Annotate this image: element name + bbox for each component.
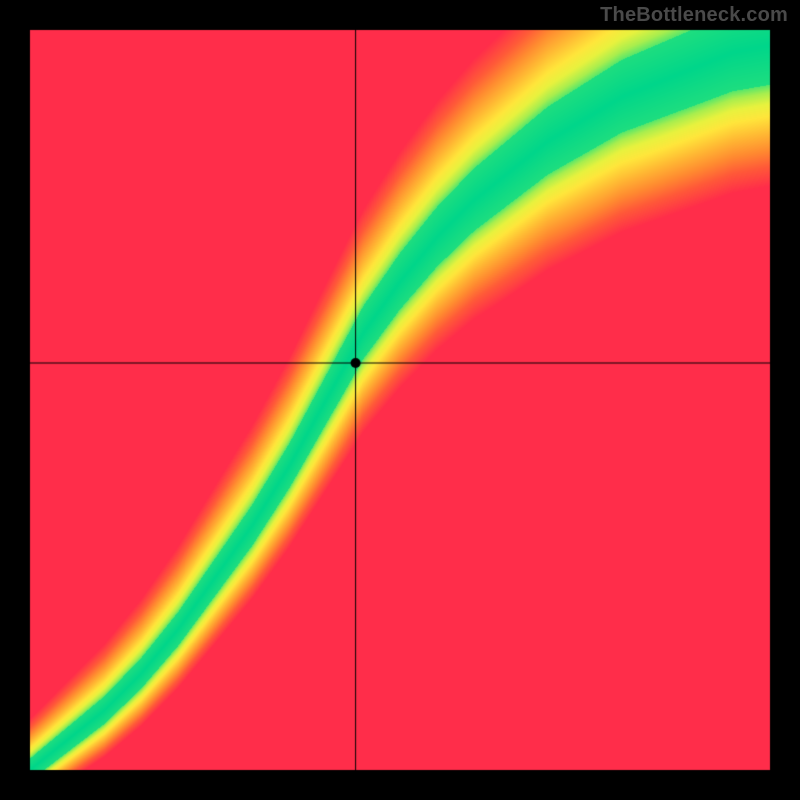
attribution-label: TheBottleneck.com xyxy=(600,4,788,27)
heatmap-canvas xyxy=(0,0,800,800)
chart-container: TheBottleneck.com xyxy=(0,0,800,800)
